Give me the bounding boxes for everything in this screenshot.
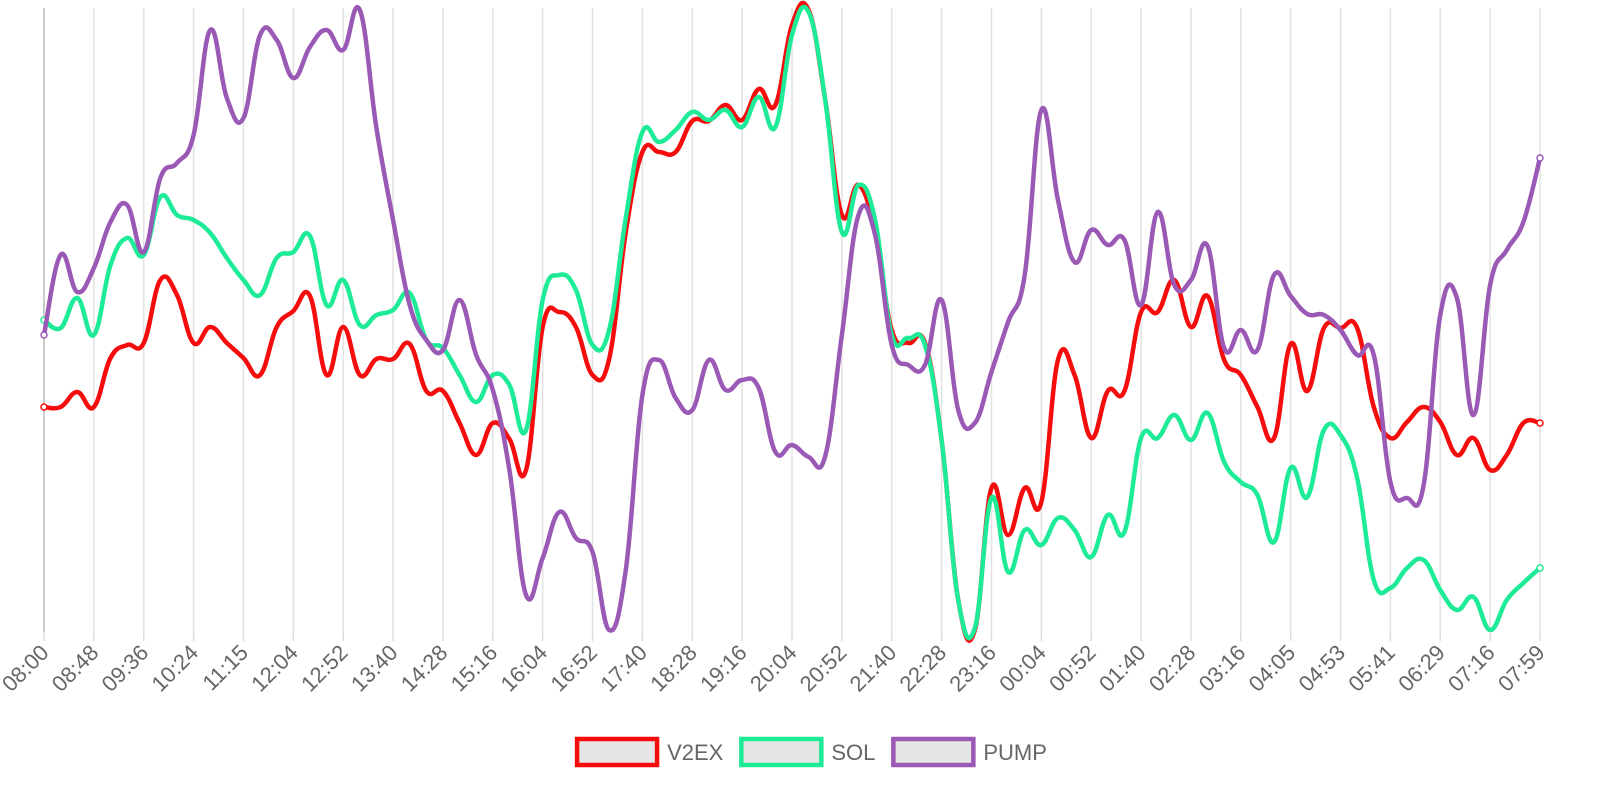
x-tick-label: 01:40 (1094, 640, 1151, 697)
x-tick-label: 16:52 (545, 640, 602, 697)
end-point (40, 403, 48, 411)
x-tick-label: 20:04 (745, 640, 802, 697)
x-tick-label: 07:59 (1493, 640, 1550, 697)
x-tick-label: 12:52 (296, 640, 353, 697)
x-tick-label: 17:40 (595, 640, 652, 697)
x-tick-label: 18:28 (645, 640, 702, 697)
legend-label: PUMP (983, 740, 1047, 765)
legend-label: V2EX (667, 740, 724, 765)
x-tick-label: 06:29 (1393, 640, 1450, 697)
x-tick-label: 10:24 (147, 640, 204, 697)
x-tick-label: 11:15 (198, 640, 253, 695)
x-tick-label: 09:36 (97, 640, 154, 697)
x-tick-label: 15:16 (446, 640, 503, 697)
legend-swatch (891, 736, 976, 768)
end-point (40, 331, 48, 339)
end-point (1536, 154, 1544, 162)
x-tick-label: 00:52 (1044, 640, 1101, 697)
end-point (1536, 564, 1544, 572)
x-tick-label: 03:16 (1194, 640, 1251, 697)
legend-label: SOL (831, 740, 875, 765)
x-tick-label: 05:41 (1343, 640, 1400, 697)
line (41, 4, 1543, 633)
x-tick-label: 07:16 (1443, 640, 1500, 697)
legend-swatch (739, 736, 824, 768)
x-tick-label: 04:05 (1244, 640, 1301, 697)
x-tick-label: 12:04 (246, 640, 303, 697)
end-point (1536, 419, 1544, 427)
x-tick-label: 14:28 (396, 640, 453, 697)
x-tick-label: 20:52 (795, 640, 852, 697)
x-tick-label: 21:40 (845, 640, 902, 697)
legend-swatch (574, 736, 660, 768)
x-tick-label: 02:28 (1144, 640, 1201, 697)
x-tick-label: 04:53 (1293, 640, 1350, 697)
x-tick-label: 13:40 (346, 640, 403, 697)
x-tick-label: 00:04 (994, 640, 1051, 697)
x-tick-label: 23:16 (944, 640, 1001, 697)
x-tick-label: 16:04 (496, 640, 553, 697)
x-tick-label: 19:16 (695, 640, 752, 697)
x-tick-label: 08:48 (47, 640, 104, 697)
legend: V2EX SOL PUMP (574, 736, 1047, 768)
x-tick-label: 22:28 (895, 640, 952, 697)
x-tick-label: 08:00 (0, 640, 54, 697)
line (42, 4, 1542, 641)
